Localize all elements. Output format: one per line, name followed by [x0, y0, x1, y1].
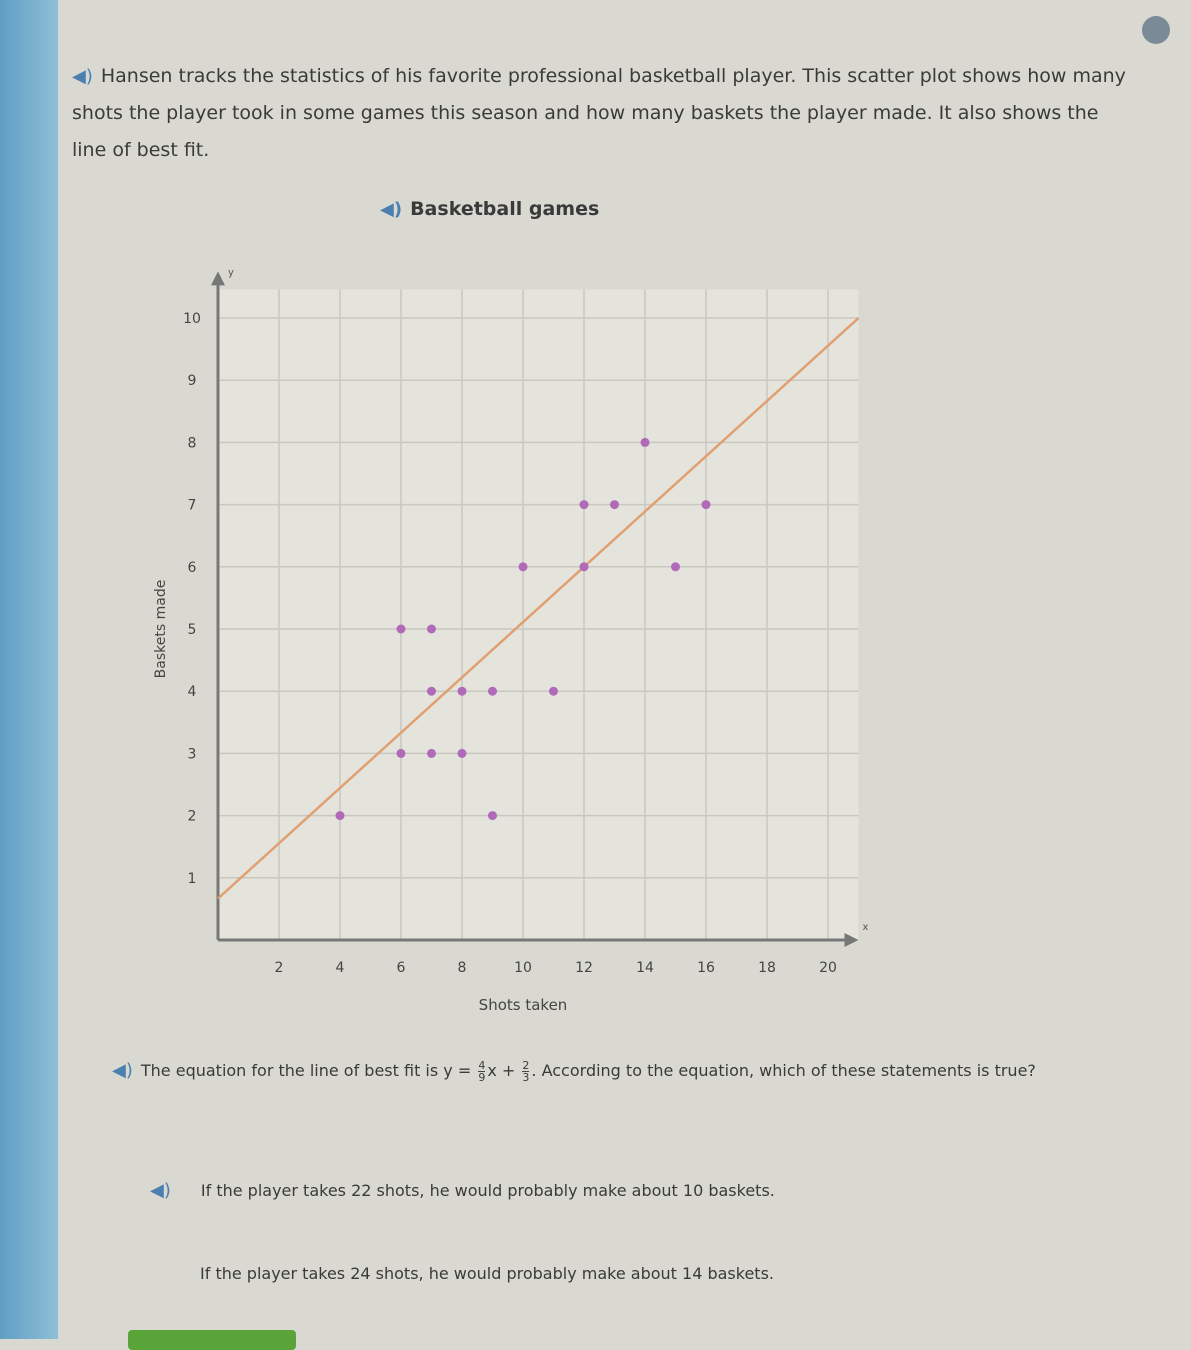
intercept-denominator: 3: [522, 1071, 530, 1084]
plot-area: [218, 289, 859, 941]
speaker-icon[interactable]: ◀): [72, 66, 93, 87]
x-tick-label: 8: [458, 960, 467, 976]
y-axis-label: Baskets made: [153, 580, 169, 679]
data-point: [488, 686, 497, 696]
speaker-icon[interactable]: ◀): [150, 1180, 171, 1201]
x-tick-label: 16: [697, 960, 715, 976]
answer-option-2[interactable]: If the player takes 24 shots, he would p…: [200, 1264, 774, 1283]
chart-title: ◀) Basketball games: [380, 198, 599, 220]
speaker-icon[interactable]: ◀): [112, 1060, 133, 1081]
y-tick-label: 8: [188, 435, 197, 451]
x-tick-label: 4: [336, 960, 345, 976]
data-point: [640, 437, 650, 447]
intro-text: ◀) Hansen tracks the statistics of his fa…: [72, 58, 1132, 169]
x-axis-label: Shots taken: [479, 996, 568, 1014]
submit-button[interactable]: [128, 1330, 296, 1350]
y-tick-label: 1: [188, 871, 197, 887]
y-tick-label: 5: [188, 622, 197, 638]
left-sidebar-strip: [0, 0, 58, 1339]
answer-option-1[interactable]: ◀) If the player takes 22 shots, he would…: [150, 1180, 775, 1201]
profile-icon[interactable]: [1142, 16, 1170, 44]
y-tick-label: 3: [188, 746, 197, 762]
chart-title-text: Basketball games: [410, 198, 600, 220]
data-point: [427, 686, 436, 696]
question-mid: x +: [487, 1061, 516, 1080]
x-tick-label: 10: [514, 960, 532, 976]
y-axis-arrow: [211, 271, 225, 286]
data-point: [579, 500, 589, 510]
data-point: [427, 748, 436, 758]
slope-denominator: 9: [478, 1071, 486, 1084]
question-prefix: The equation for the line of best fit is…: [140, 1061, 472, 1080]
data-point: [457, 686, 467, 696]
data-point: [701, 500, 711, 510]
option-text: If the player takes 24 shots, he would p…: [200, 1264, 774, 1283]
data-point: [518, 562, 528, 572]
option-text: If the player takes 22 shots, he would p…: [200, 1181, 775, 1200]
intro-body: Hansen tracks the statistics of his favo…: [72, 65, 1126, 161]
data-point: [610, 500, 619, 510]
data-point: [335, 811, 345, 821]
x-axis-arrow: [844, 933, 859, 947]
x-tick-label: 14: [636, 960, 654, 976]
data-point: [457, 748, 467, 758]
y-tick-label: 4: [188, 684, 197, 700]
x-tick-label: 6: [397, 960, 406, 976]
speaker-icon[interactable]: ◀): [380, 199, 403, 220]
data-point: [396, 624, 406, 634]
x-tick-label: 12: [575, 960, 593, 976]
y-tick-label: 9: [188, 373, 197, 389]
question-suffix: . According to the equation, which of th…: [531, 1061, 1036, 1080]
data-point: [671, 562, 680, 572]
data-point: [427, 624, 436, 634]
data-point: [579, 562, 589, 572]
y-tick-label: 7: [188, 498, 197, 514]
y-tick-label: 6: [188, 560, 197, 576]
data-point: [488, 811, 497, 821]
line-of-best-fit: [217, 317, 860, 900]
x-tick-label: 20: [819, 960, 837, 976]
x-tick-label: 18: [758, 960, 776, 976]
slope-numerator: 4: [478, 1059, 486, 1072]
question-text: ◀) The equation for the line of best fit …: [112, 1052, 1072, 1090]
y-tick-label: 2: [188, 809, 197, 825]
x-tick-label: 2: [275, 960, 284, 976]
data-point: [549, 686, 558, 696]
data-point: [396, 748, 406, 758]
y-tick-label: 10: [183, 311, 201, 327]
intercept-numerator: 2: [522, 1059, 530, 1072]
y-axis-letter: y: [228, 267, 234, 278]
x-axis-letter: x: [863, 922, 869, 933]
